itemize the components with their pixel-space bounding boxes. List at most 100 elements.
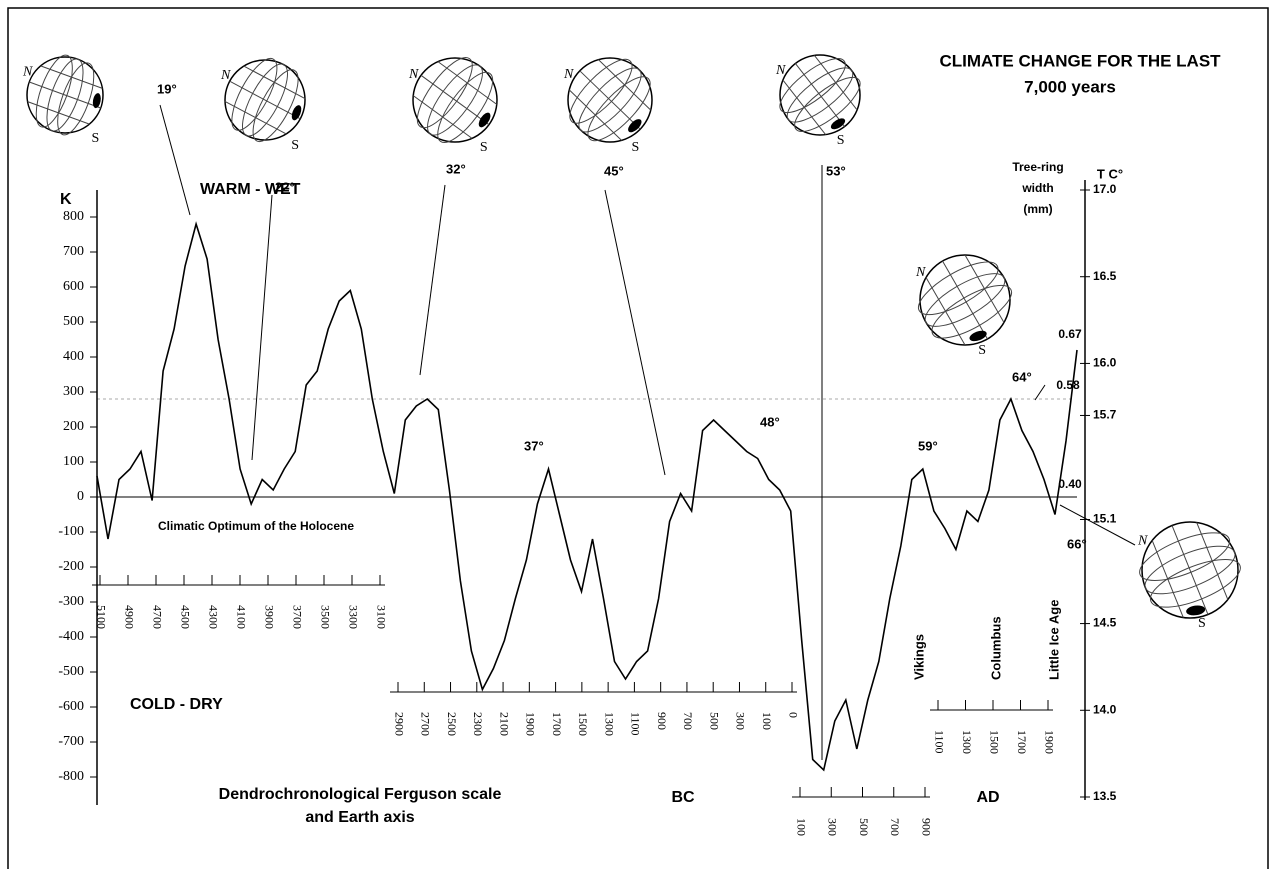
globe-label: S [480,140,488,155]
globe-label: N [408,67,419,82]
x-tick-label: 1300 [602,712,616,736]
x-tick-label: 4500 [178,605,192,629]
globe-label: N [22,64,33,79]
x-tick-label: 1300 [960,730,974,754]
annotation: Vikings [911,634,926,680]
y2-tick-label: 16.5 [1093,269,1117,283]
y2-tick-label: 15.1 [1093,512,1117,526]
x-tick-label: 2700 [419,712,433,736]
annotation: (mm) [1023,202,1052,216]
x-tick-label: 3300 [346,605,360,629]
axis-angle-label: 59° [918,438,938,453]
y2-tick-label: 15.7 [1093,408,1117,422]
x-tick-label: 100 [794,818,808,836]
axis-angle-label: 64° [1012,369,1032,384]
x-tick-label: 1900 [524,712,538,736]
y-tick-label: -800 [58,769,84,784]
frame [8,8,1268,869]
x-tick-label: 3900 [262,605,276,629]
x-tick-label: 300 [826,818,840,836]
y-tick-label: 400 [63,349,84,364]
axis-angle-label: 53° [826,163,846,178]
x-tick-label: 500 [707,712,721,730]
x-tick-label: 2300 [471,712,485,736]
y-tick-label: -500 [58,664,84,679]
x-tick-label: 3100 [374,605,388,629]
globe-label: N [563,67,574,82]
annotation: COLD - DRY [130,696,223,713]
y-tick-label: 300 [63,384,84,399]
x-tick-label: 300 [734,712,748,730]
annotation: BC [671,789,695,806]
axis-angle-label: 45° [604,163,624,178]
x-tick-label: 1100 [932,730,946,754]
chart-subtitle: 7,000 years [1024,77,1116,96]
annotation: 0.67 [1058,327,1082,341]
y-tick-label: -700 [58,734,84,749]
globe-label: S [1198,616,1206,631]
x-tick-label: 1700 [550,712,564,736]
y-tick-label: 800 [63,209,84,224]
x-tick-label: 500 [857,818,871,836]
y-axis-label: K [60,191,72,208]
y-tick-label: 100 [63,454,84,469]
axis-angle-label: 22° [275,179,295,194]
x-tick-label: 5100 [94,605,108,629]
x-tick-label: 2100 [497,712,511,736]
x-tick-label: 4300 [206,605,220,629]
x-tick-label: 700 [888,818,902,836]
x-tick-label: 900 [919,818,933,836]
annotation: width [1021,181,1053,195]
x-tick-label: 1700 [1015,730,1029,754]
y-tick-label: 600 [63,279,84,294]
x-tick-label: 100 [760,712,774,730]
y-tick-label: 200 [63,419,84,434]
annotation: AD [976,789,999,806]
x-tick-label: 1100 [629,712,643,736]
x-tick-label: 1500 [576,712,590,736]
y-tick-label: -100 [58,524,84,539]
globe-label: S [632,140,640,155]
globe-label: S [978,343,986,358]
globe-label: S [291,138,299,153]
globe-label: N [775,63,786,78]
globe-label: N [220,68,231,83]
globe-label: S [91,131,99,146]
annotation: Little Ice Age [1046,600,1061,680]
x-tick-label: 3500 [318,605,332,629]
axis-angle-label: 66° [1067,536,1087,551]
y-tick-label: -300 [58,594,84,609]
y2-tick-label: 14.0 [1093,702,1117,716]
annotation: 0.58 [1056,378,1080,392]
x-tick-label: 900 [655,712,669,730]
globe-label: S [837,133,845,148]
x-tick-label: 1900 [1042,730,1056,754]
y-tick-label: 0 [77,489,84,504]
y-tick-label: -200 [58,559,84,574]
annotation: Columbus [988,616,1003,680]
x-tick-label: 2900 [392,712,406,736]
chart: CLIMATE CHANGE FOR THE LAST 7,000 years … [0,0,1276,869]
y-tick-label: 500 [63,314,84,329]
y-tick-label: 700 [63,244,84,259]
annotation: Climatic Optimum of the Holocene [158,519,354,533]
x-tick-label: 3700 [290,605,304,629]
axis-angle-label: 48° [760,414,780,429]
y2-axis-label: T C° [1097,166,1123,181]
x-tick-label: 700 [681,712,695,730]
axis-angle-label: 32° [446,161,466,176]
y2-tick-label: 14.5 [1093,616,1117,630]
y2-tick-label: 16.0 [1093,356,1117,370]
x-tick-label: 1500 [987,730,1001,754]
x-tick-label: 4700 [150,605,164,629]
x-tick-label: 4100 [234,605,248,629]
annotation: Dendrochronological Ferguson scale [219,786,502,803]
globe-label: N [915,265,926,280]
y-tick-label: -600 [58,699,84,714]
annotation: 0.40 [1058,477,1082,491]
y2-tick-label: 17.0 [1093,182,1117,196]
annotation: and Earth axis [305,809,414,826]
y2-tick-label: 13.5 [1093,789,1117,803]
x-tick-label: 4900 [122,605,136,629]
annotation: Tree-ring [1012,160,1063,174]
